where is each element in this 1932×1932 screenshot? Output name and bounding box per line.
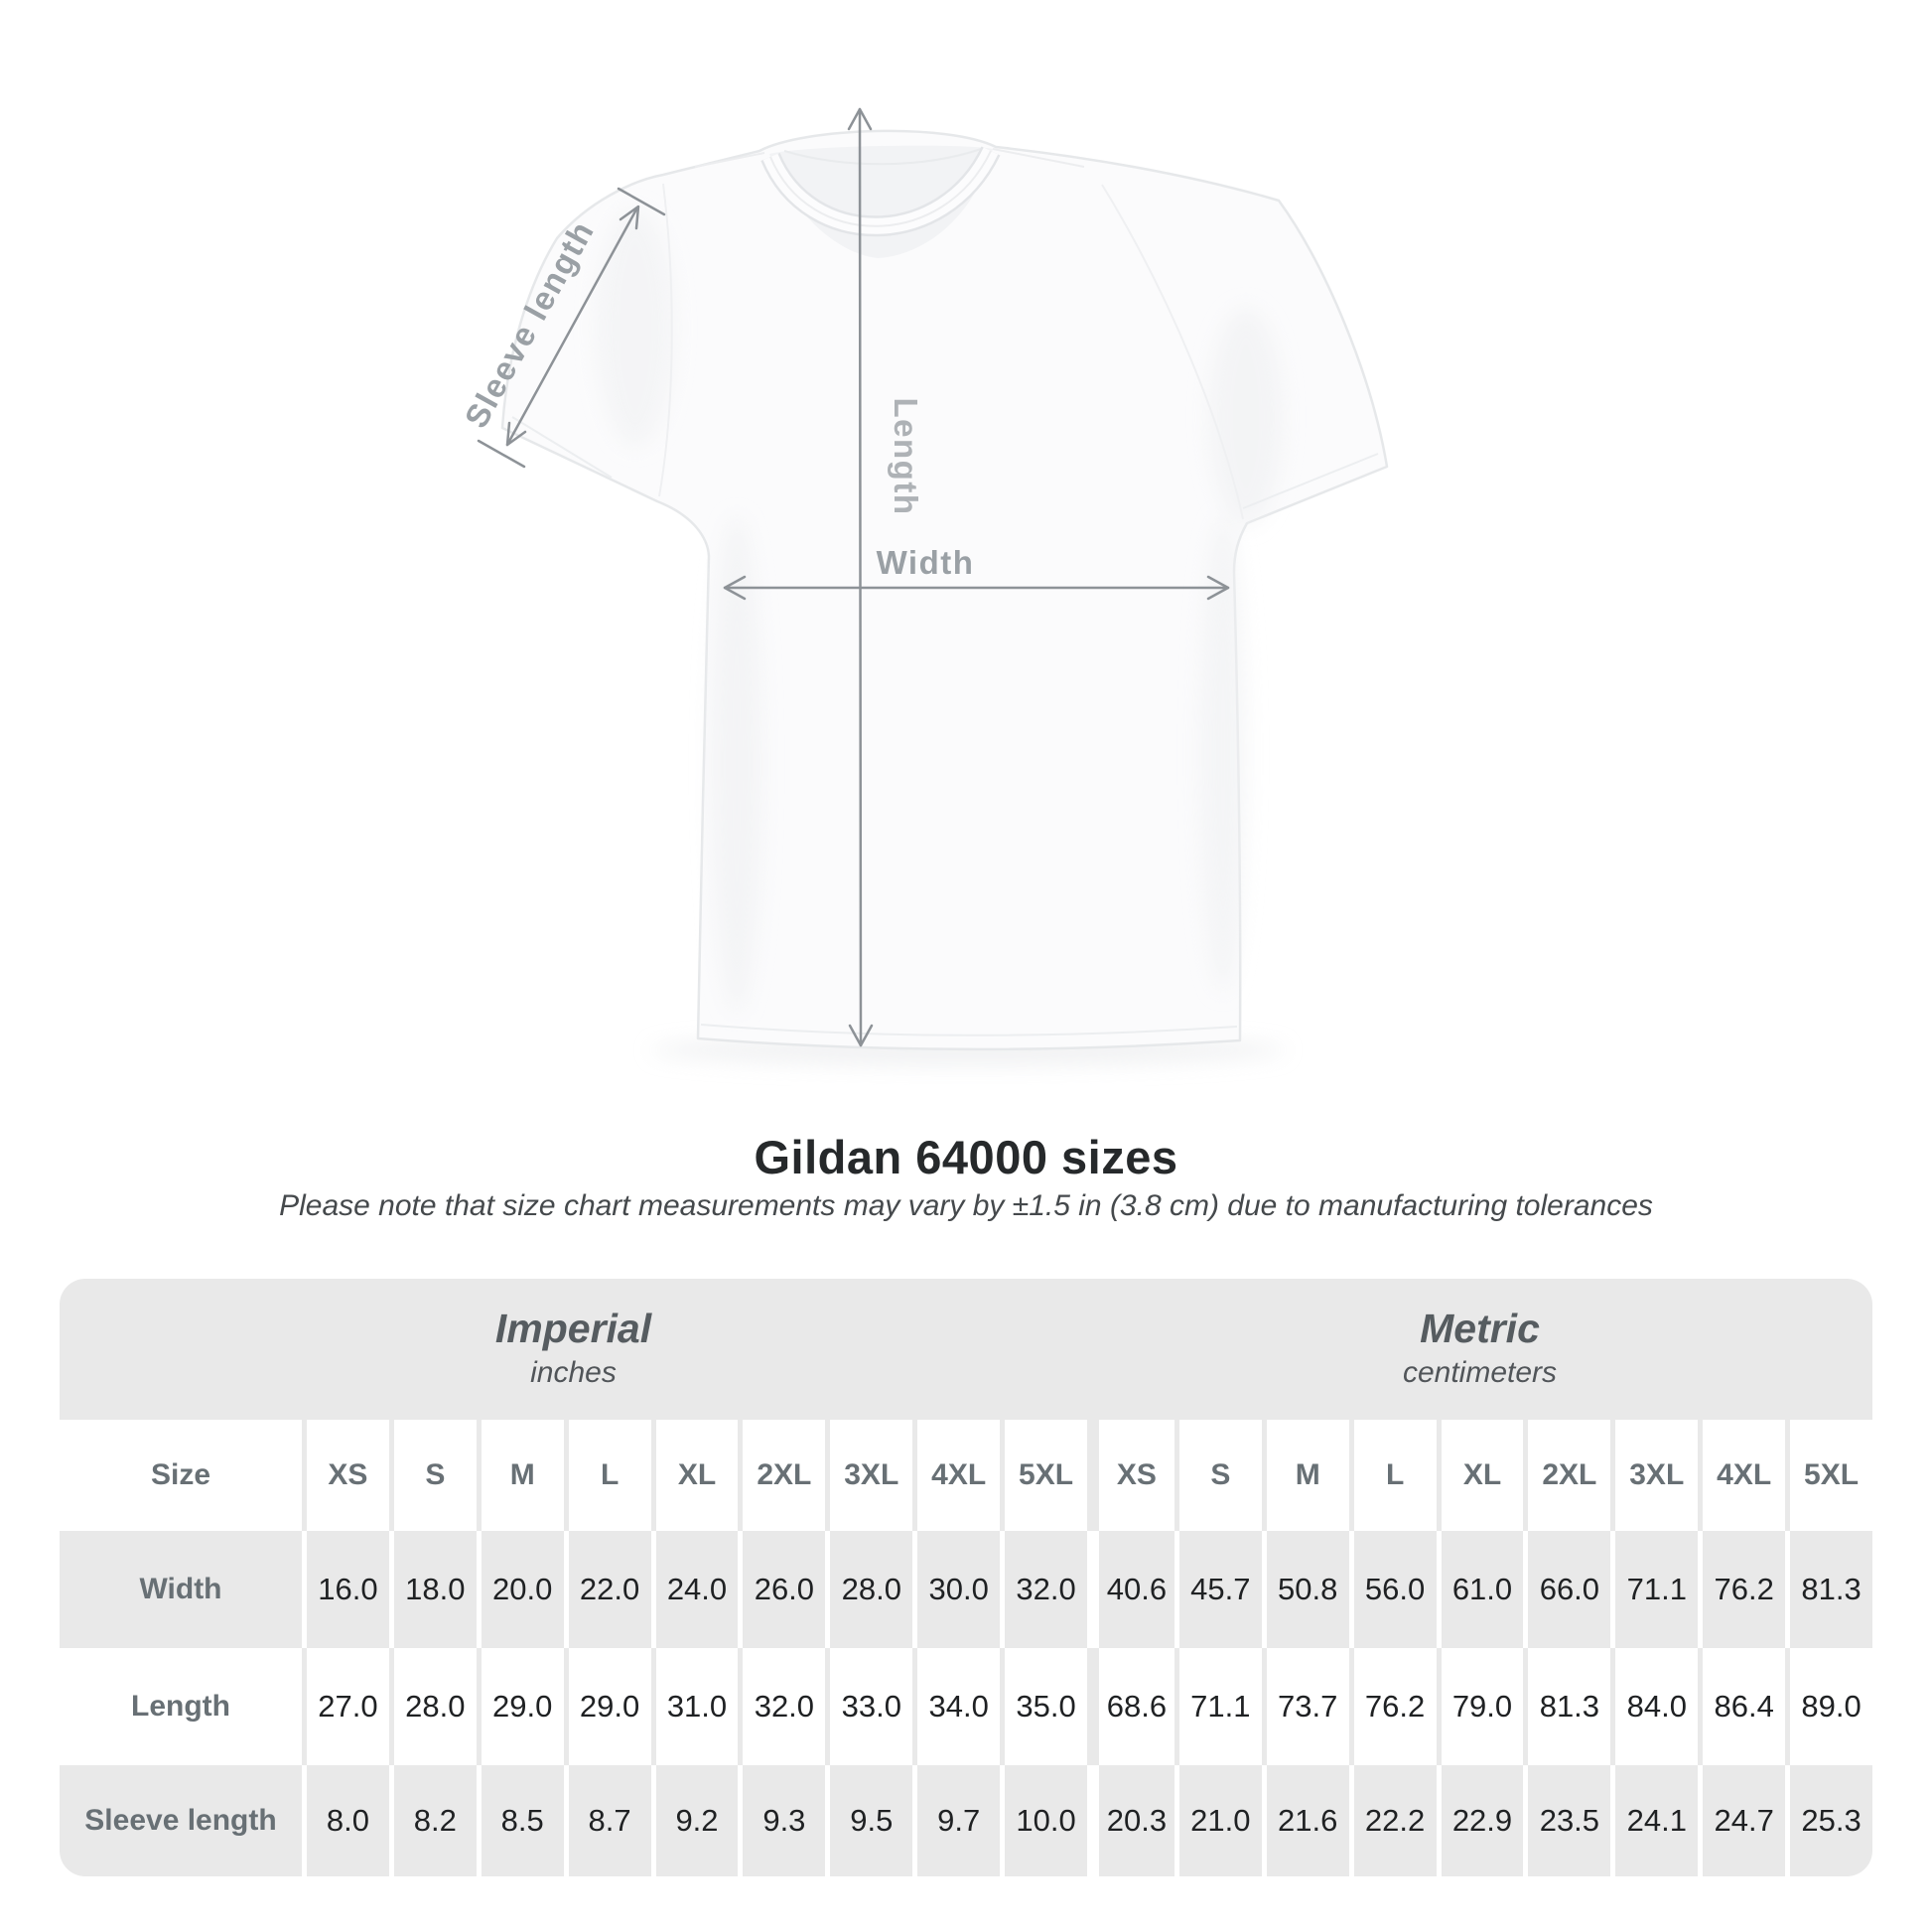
value-cell: 71.1	[1610, 1531, 1698, 1648]
value-cell: 22.2	[1348, 1765, 1437, 1876]
size-header: XL	[1436, 1420, 1524, 1531]
value-cell: 8.7	[563, 1765, 651, 1876]
value-cell: 22.0	[563, 1531, 651, 1648]
length-annotation: Length	[847, 107, 924, 1047]
value-cell: 9.2	[650, 1765, 739, 1876]
value-cell: 20.3	[1086, 1765, 1174, 1876]
width-row: Width 16.0 18.0 20.0 22.0 24.0 26.0 28.0…	[60, 1531, 1872, 1648]
value-cell: 68.6	[1086, 1648, 1174, 1765]
value-cell: 86.4	[1698, 1648, 1785, 1765]
size-header: 4XL	[1698, 1420, 1785, 1531]
value-cell: 31.0	[650, 1648, 739, 1765]
value-cell: 28.0	[825, 1531, 912, 1648]
value-cell: 71.1	[1173, 1648, 1262, 1765]
row-label: Sleeve length	[84, 1804, 277, 1837]
unit-group-imperial: Imperial inches	[60, 1279, 1087, 1420]
value-cell: 30.0	[912, 1531, 1000, 1648]
value-cell: 20.0	[476, 1531, 564, 1648]
value-cell: 34.0	[912, 1648, 1000, 1765]
value-cell: 56.0	[1348, 1531, 1437, 1648]
row-label: Width	[139, 1573, 222, 1605]
value-cell: 8.0	[302, 1765, 389, 1876]
value-cell: 61.0	[1436, 1531, 1524, 1648]
value-cell: 50.8	[1261, 1531, 1349, 1648]
size-table: Imperial inches Metric centimeters Size …	[60, 1279, 1872, 1876]
size-header: 5XL	[1785, 1420, 1872, 1531]
value-cell: 66.0	[1523, 1531, 1610, 1648]
value-cell: 76.2	[1348, 1648, 1437, 1765]
value-cell: 9.5	[825, 1765, 912, 1876]
size-column-header: Size	[150, 1458, 211, 1491]
value-cell: 18.0	[388, 1531, 477, 1648]
sleeve-length-row: Sleeve length 8.0 8.2 8.5 8.7 9.2 9.3 9.…	[60, 1765, 1872, 1876]
value-cell: 81.3	[1785, 1531, 1872, 1648]
tshirt-measurement-diagram: Sleeve length Length Width	[457, 107, 1389, 1066]
unit-group-row: Imperial inches Metric centimeters	[60, 1279, 1872, 1420]
unit-group-metric: Metric centimeters	[1087, 1279, 1872, 1420]
size-header: XS	[1086, 1420, 1174, 1531]
size-header: XS	[302, 1420, 389, 1531]
size-header: 5XL	[1000, 1420, 1087, 1531]
value-cell: 10.0	[1000, 1765, 1087, 1876]
imperial-group-unit: inches	[530, 1356, 617, 1390]
value-cell: 9.7	[912, 1765, 1000, 1876]
value-cell: 24.1	[1610, 1765, 1698, 1876]
tshirt-illustration	[500, 129, 1389, 1050]
value-cell: 8.2	[388, 1765, 477, 1876]
value-cell: 21.0	[1173, 1765, 1262, 1876]
value-cell: 32.0	[1000, 1531, 1087, 1648]
length-label: Length	[888, 398, 924, 516]
value-cell: 22.9	[1436, 1765, 1524, 1876]
value-cell: 24.0	[650, 1531, 739, 1648]
value-cell: 25.3	[1785, 1765, 1872, 1876]
width-label: Width	[877, 544, 975, 581]
value-cell: 33.0	[825, 1648, 912, 1765]
size-header: S	[388, 1420, 477, 1531]
value-cell: 84.0	[1610, 1648, 1698, 1765]
size-header-row: Size XS S M L XL 2XL 3XL 4XL 5XL XS S M …	[60, 1420, 1872, 1531]
size-header: 2XL	[1523, 1420, 1610, 1531]
value-cell: 89.0	[1785, 1648, 1872, 1765]
value-cell: 23.5	[1523, 1765, 1610, 1876]
size-header: 2XL	[738, 1420, 825, 1531]
tolerance-note: Please note that size chart measurements…	[279, 1189, 1653, 1222]
value-cell: 76.2	[1698, 1531, 1785, 1648]
value-cell: 45.7	[1173, 1531, 1262, 1648]
value-cell: 73.7	[1261, 1648, 1349, 1765]
value-cell: 21.6	[1261, 1765, 1349, 1876]
row-label: Length	[131, 1690, 230, 1723]
imperial-group-label: Imperial	[494, 1306, 652, 1352]
value-cell: 27.0	[302, 1648, 389, 1765]
value-cell: 28.0	[388, 1648, 477, 1765]
size-header: L	[563, 1420, 651, 1531]
size-header: 4XL	[912, 1420, 1000, 1531]
value-cell: 8.5	[476, 1765, 564, 1876]
value-cell: 40.6	[1086, 1531, 1174, 1648]
size-header: L	[1348, 1420, 1437, 1531]
value-cell: 24.7	[1698, 1765, 1785, 1876]
width-annotation: Width	[723, 544, 1230, 601]
length-row: Length 27.0 28.0 29.0 29.0 31.0 32.0 33.…	[60, 1648, 1872, 1765]
value-cell: 29.0	[563, 1648, 651, 1765]
size-header: 3XL	[1610, 1420, 1698, 1531]
value-cell: 35.0	[1000, 1648, 1087, 1765]
value-cell: 32.0	[738, 1648, 825, 1765]
metric-group-label: Metric	[1420, 1306, 1540, 1352]
collar-opening	[769, 145, 993, 258]
size-header: XL	[650, 1420, 739, 1531]
size-header: M	[476, 1420, 564, 1531]
size-header: S	[1173, 1420, 1262, 1531]
value-cell: 79.0	[1436, 1648, 1524, 1765]
value-cell: 81.3	[1523, 1648, 1610, 1765]
size-header: M	[1261, 1420, 1349, 1531]
value-cell: 16.0	[302, 1531, 389, 1648]
size-header: 3XL	[825, 1420, 912, 1531]
value-cell: 29.0	[476, 1648, 564, 1765]
metric-group-unit: centimeters	[1402, 1356, 1558, 1390]
value-cell: 9.3	[738, 1765, 825, 1876]
page-title: Gildan 64000 sizes	[754, 1131, 1178, 1183]
value-cell: 26.0	[738, 1531, 825, 1648]
